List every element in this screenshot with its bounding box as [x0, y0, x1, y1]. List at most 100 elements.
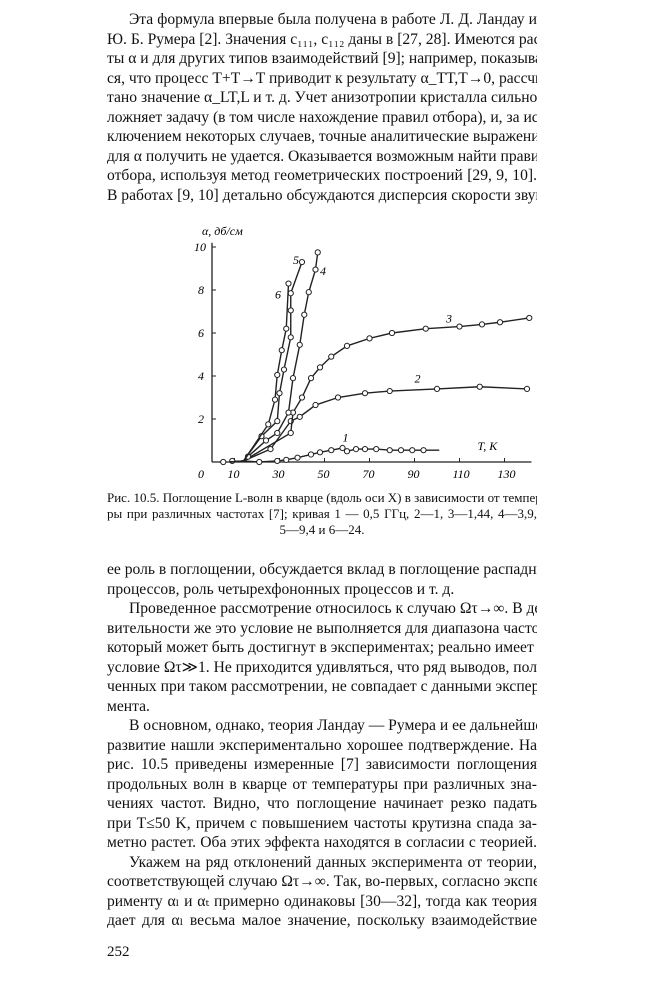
data-point-3	[422, 325, 429, 332]
text-line: ченных при таком рассмотрении, не совпад…	[107, 678, 537, 695]
text-line: который может быть достигнут в экспериме…	[107, 639, 537, 656]
data-point-2	[476, 383, 483, 390]
data-point-1	[316, 449, 324, 456]
curve-label-6: 6	[275, 288, 281, 302]
curve-2	[229, 386, 528, 463]
data-point-1	[307, 451, 315, 458]
text-line: Проведенное рассмотрение относилось к сл…	[129, 600, 537, 617]
curve-label-5: 5	[293, 253, 299, 267]
y-tick-label: 8	[198, 283, 204, 297]
data-point-5	[274, 418, 281, 425]
x-tick-label: 0	[198, 467, 204, 481]
x-tick-label: 10	[228, 467, 240, 481]
data-point-4	[285, 409, 292, 416]
data-point-1	[343, 448, 351, 455]
text-line: вительности же это условие не выполняетс…	[107, 619, 537, 637]
caption-line: Рис. 10.5. Поглощение L-волн в кварце (в…	[107, 490, 537, 505]
data-point-3	[307, 375, 315, 382]
text-line: рис. 10.5 приведены измеренные [7] завис…	[107, 756, 537, 773]
x-tick-label: 70	[363, 467, 375, 481]
data-point-2	[312, 401, 319, 409]
text-line: метно растет. Оба этих эффекта находятся…	[107, 834, 537, 851]
data-point-1	[274, 457, 281, 465]
data-point-3	[298, 394, 306, 401]
text-line: ключением некоторых случаев, точные анал…	[107, 128, 537, 145]
x-tick-label: 110	[453, 467, 470, 481]
data-point-5	[276, 390, 283, 397]
x-tick-label: 50	[318, 467, 330, 481]
text-line: Ю. Б. Румера [2]. Значения c₁₁₁, c₁₁₂ да…	[107, 30, 537, 48]
text-line: ее роль в поглощении, обсуждается вклад …	[107, 561, 537, 578]
data-point-3	[343, 342, 351, 350]
data-point-3	[388, 329, 396, 337]
data-point-2	[523, 385, 531, 392]
text-line: ты α и для других типов взаимодействий […	[107, 50, 537, 67]
x-tick-label: 90	[408, 467, 420, 481]
data-point-5	[287, 290, 294, 297]
data-point-5	[298, 258, 306, 266]
top-paragraph: Эта формула впервые была получена в рабо…	[107, 10, 537, 205]
data-point-2	[386, 387, 393, 395]
data-point-2	[334, 394, 342, 401]
curve-label-4: 4	[320, 264, 326, 278]
curve-label-1: 1	[343, 431, 349, 445]
text-line: В основном, однако, теория Ландау — Руме…	[129, 717, 537, 734]
y-tick-label: 4	[198, 369, 204, 383]
data-point-4	[312, 266, 319, 273]
x-tick-label: 130	[498, 467, 516, 481]
x-tick-label: 30	[272, 467, 285, 481]
data-point-1	[256, 458, 263, 466]
data-point-6	[274, 371, 281, 379]
data-point-5	[287, 307, 294, 314]
data-point-1	[294, 454, 301, 461]
text-line: условие Ωτ≫1. Не приходится удивляться, …	[107, 658, 537, 676]
figure-caption: Рис. 10.5. Поглощение L-волн в кварце (в…	[107, 490, 537, 538]
data-point-1	[361, 446, 369, 453]
data-point-3	[287, 429, 294, 437]
data-point-1	[220, 458, 227, 466]
y-tick-label: 2	[198, 412, 204, 426]
data-point-1	[420, 447, 427, 454]
text-line: тано значение α_LT,L и т. д. Учет анизот…	[107, 89, 537, 106]
data-point-3	[496, 319, 504, 326]
caption-line: ры при различных частотах [7]; кривая 1 …	[107, 506, 537, 521]
data-point-4	[289, 375, 297, 382]
text-line: для α получить не удается. Оказывается в…	[107, 147, 537, 165]
data-point-4	[305, 289, 312, 296]
data-point-1	[397, 447, 405, 454]
data-point-6	[285, 280, 292, 287]
y-tick-label: 6	[198, 326, 204, 340]
text-line: развитие нашли экспериментально хорошее …	[107, 736, 537, 754]
data-point-2	[361, 390, 369, 397]
text-line: при T≤50 K, причем с повышением частоты …	[107, 814, 537, 832]
text-line: мента.	[107, 697, 150, 715]
text-line: рименту αₗ и αₜ примерно одинаковы [30—3…	[107, 892, 537, 910]
curve-label-2: 2	[415, 371, 421, 385]
data-point-6	[278, 347, 285, 354]
body-text: ее роль в поглощении, обсуждается вклад …	[107, 560, 537, 931]
curve-label-3: 3	[445, 311, 452, 325]
data-point-2	[433, 385, 441, 392]
data-point-6	[271, 396, 279, 403]
data-point-5	[287, 334, 294, 341]
curve-4	[229, 252, 319, 463]
y-axis-label: α, дб/см	[202, 224, 243, 238]
text-line: продольных волн в кварце от температуры …	[107, 775, 537, 793]
text-line: ложняет задачу (в том числе нахождение п…	[107, 108, 537, 126]
y-tick-label: 10	[194, 240, 206, 254]
text-line: чениях частот. Видно, что поглощение нач…	[107, 795, 537, 812]
text-line: дает для αₗ весьма малое значение, поско…	[107, 912, 537, 929]
data-point-1	[328, 447, 335, 454]
data-point-3	[478, 321, 486, 328]
text-line: отбора, используя метод геометрических п…	[107, 167, 537, 184]
data-point-5	[280, 366, 288, 373]
text-line: Укажем на ряд отклонений данных эксперим…	[129, 853, 537, 871]
data-point-1	[352, 446, 360, 453]
text-line: В работах [9, 10] детально обсуждаются д…	[107, 186, 537, 204]
data-point-1	[283, 456, 290, 463]
absorption-chart: 0 10 30 50 70 90 110 130 2 4 6 8 10 α, дб/см T, K 1 2 3 4 5…	[194, 224, 533, 481]
data-point-1	[373, 446, 380, 453]
curve-3	[229, 317, 530, 463]
data-point-3	[366, 335, 373, 342]
data-point-3	[328, 353, 335, 360]
